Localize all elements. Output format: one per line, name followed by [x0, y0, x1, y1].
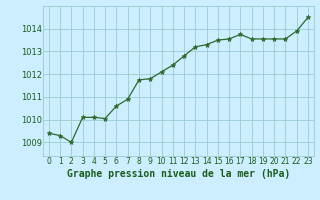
X-axis label: Graphe pression niveau de la mer (hPa): Graphe pression niveau de la mer (hPa) — [67, 169, 290, 179]
